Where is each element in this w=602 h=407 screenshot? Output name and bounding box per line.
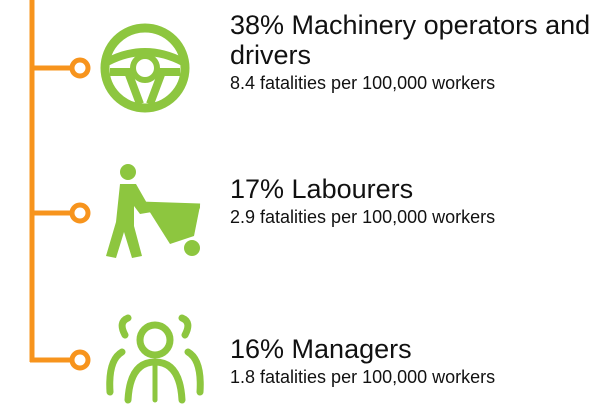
- timeline: [29, 0, 91, 371]
- node: [69, 202, 91, 224]
- item-detail: 2.9 fatalities per 100,000 workers: [230, 207, 496, 227]
- item-heading: 16% Managers: [230, 334, 412, 364]
- node: [69, 349, 91, 371]
- item-heading: 17% Labourers: [230, 174, 414, 204]
- item-detail: 1.8 fatalities per 100,000 workers: [230, 367, 496, 387]
- item-heading: 38% Machinery operators and drivers: [230, 10, 591, 70]
- item-detail: 8.4 fatalities per 100,000 workers: [230, 73, 496, 93]
- managers-icon: [106, 314, 204, 404]
- item: 17% Labourers 2.9 fatalities per 100,000…: [230, 174, 600, 228]
- steering-wheel-icon: [100, 23, 190, 113]
- labourer-icon: [106, 164, 201, 258]
- node: [69, 57, 91, 79]
- item: 16% Managers 1.8 fatalities per 100,000 …: [230, 334, 600, 388]
- item: 38% Machinery operators and drivers 8.4 …: [230, 10, 600, 94]
